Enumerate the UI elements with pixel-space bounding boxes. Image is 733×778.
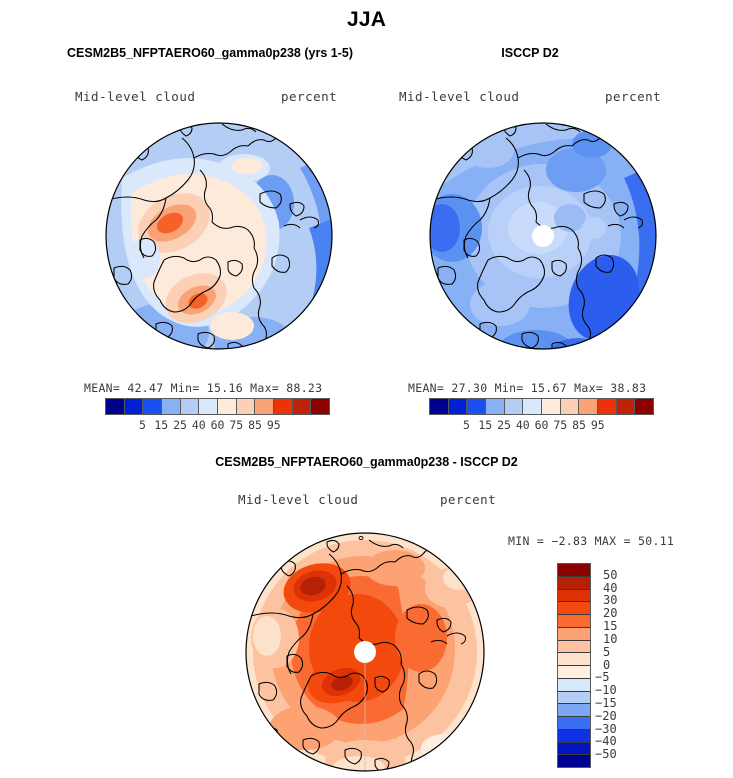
panel-title-difference: CESM2B5_NFPTAERO60_gamma0p238 - ISCCP D2 — [215, 455, 518, 469]
colorbar-tick-label: 60 — [210, 418, 225, 432]
colorbar-segment — [560, 399, 580, 414]
colorbar-horizontal-observation — [429, 398, 654, 415]
colorbar-segment — [255, 399, 275, 414]
map-globe-difference — [245, 528, 485, 776]
colorbar-tick-label: 15 — [154, 418, 169, 432]
colorbar-segment — [106, 399, 125, 414]
colorbar-segment — [162, 399, 181, 414]
colorbar-tick-label: −10 — [595, 683, 617, 698]
colorbar-segment — [124, 399, 144, 414]
colorbar-tick-label: −5 — [595, 670, 610, 685]
panel-units-label-observation: percent — [605, 89, 662, 104]
colorbar-tick-label: 85 — [572, 418, 586, 432]
panel-units-label-model: percent — [281, 89, 338, 104]
colorbar-tick-label: 20 — [603, 606, 618, 621]
colorbar-ticklabels-observation: 5 15 25 40 60 75 85 95 — [429, 418, 654, 436]
pole-missing-data — [354, 641, 376, 663]
colorbar-tick-label: 40 — [515, 418, 530, 432]
colorbar-ticklabels-model: 5 15 25 40 60 75 85 95 — [105, 418, 330, 436]
colorbar-tick-label: −15 — [595, 695, 617, 710]
colorbar-tick-label: 25 — [497, 418, 511, 432]
colorbar-tick-label: 95 — [590, 418, 605, 432]
colorbar-tick-label: 15 — [478, 418, 493, 432]
colorbar-segment — [579, 399, 599, 414]
colorbar-segment — [504, 399, 524, 414]
colorbar-segment — [598, 399, 617, 414]
map-globe-model — [104, 108, 334, 363]
colorbar-tick-label: 40 — [191, 418, 206, 432]
colorbar-tick-label: 25 — [173, 418, 187, 432]
panel-stats-observation: MEAN= 27.30 Min= 15.67 Max= 38.83 — [408, 381, 647, 395]
colorbar-tick-label: 85 — [248, 418, 262, 432]
colorbar-segment — [467, 399, 487, 414]
panel-stats-difference: MIN = −2.83 MAX = 50.11 — [508, 534, 675, 548]
colorbar-tick-label: −50 — [595, 747, 617, 762]
colorbar-tick-label: 50 — [603, 567, 618, 582]
colorbar-segment — [558, 564, 590, 577]
colorbar-tick-label: 95 — [266, 418, 281, 432]
colorbar-segment — [558, 717, 590, 730]
colorbar-segment — [558, 602, 590, 615]
colorbar-segment — [486, 399, 505, 414]
panel-stats-model: MEAN= 42.47 Min= 15.16 Max= 88.23 — [84, 381, 323, 395]
colorbar-segment — [616, 399, 636, 414]
colorbar-segment — [218, 399, 237, 414]
colorbar-segment — [523, 399, 543, 414]
figure-main-title: JJA — [346, 8, 387, 31]
colorbar-segment — [635, 399, 654, 414]
colorbar-tick-label: −30 — [595, 721, 617, 736]
colorbar-segment — [558, 653, 590, 666]
panel-variable-label-difference: Mid-level cloud — [238, 492, 359, 507]
colorbar-tick-label: 75 — [553, 418, 568, 432]
colorbar-segment — [143, 399, 163, 414]
colorbar-tick-label: 5 — [139, 418, 146, 432]
panel-title-model: CESM2B5_NFPTAERO60_gamma0p238 (yrs 1-5) — [67, 46, 353, 60]
colorbar-vticklabels-difference: 50 40 30 20 15 10 5 0 −5 −10 −15 −20 −30 −40 −50 — [595, 563, 655, 768]
colorbar-tick-label: 15 — [603, 619, 618, 634]
colorbar-segment — [558, 640, 590, 654]
colorbar-tick-label: 5 — [603, 644, 611, 659]
colorbar-segment — [311, 399, 330, 414]
colorbar-segment — [558, 742, 590, 756]
colorbar-segment — [558, 691, 590, 705]
panel-title-observation: ISCCP D2 — [501, 46, 559, 60]
colorbar-segment — [558, 704, 590, 717]
colorbar-tick-label: −20 — [595, 708, 617, 723]
colorbar-segment — [558, 576, 590, 590]
colorbar-vertical-difference — [557, 563, 591, 768]
colorbar-segment — [558, 755, 590, 767]
colorbar-horizontal-model — [105, 398, 330, 415]
colorbar-tick-label: 5 — [463, 418, 470, 432]
colorbar-segment — [292, 399, 312, 414]
panel-units-label-difference: percent — [440, 492, 497, 507]
colorbar-segment — [558, 678, 590, 692]
colorbar-tick-label: 10 — [603, 631, 618, 646]
colorbar-segment — [542, 399, 561, 414]
map-globe-observation — [428, 108, 658, 363]
colorbar-tick-label: 60 — [534, 418, 549, 432]
panel-variable-label-model: Mid-level cloud — [75, 89, 196, 104]
colorbar-segment — [430, 399, 449, 414]
colorbar-segment — [558, 589, 590, 603]
colorbar-segment — [199, 399, 219, 414]
colorbar-segment — [448, 399, 468, 414]
colorbar-tick-label: −40 — [595, 734, 617, 749]
colorbar-segment — [558, 666, 590, 679]
panel-variable-label-observation: Mid-level cloud — [399, 89, 520, 104]
colorbar-tick-label: 30 — [603, 593, 618, 608]
colorbar-tick-label: 0 — [603, 657, 611, 672]
colorbar-segment — [180, 399, 200, 414]
colorbar-segment — [236, 399, 256, 414]
colorbar-tick-label: 75 — [229, 418, 244, 432]
colorbar-segment — [558, 729, 590, 743]
colorbar-segment — [274, 399, 293, 414]
colorbar-tick-label: 40 — [603, 580, 618, 595]
colorbar-segment — [558, 627, 590, 641]
pole-missing-data — [532, 225, 554, 247]
colorbar-segment — [558, 615, 590, 628]
